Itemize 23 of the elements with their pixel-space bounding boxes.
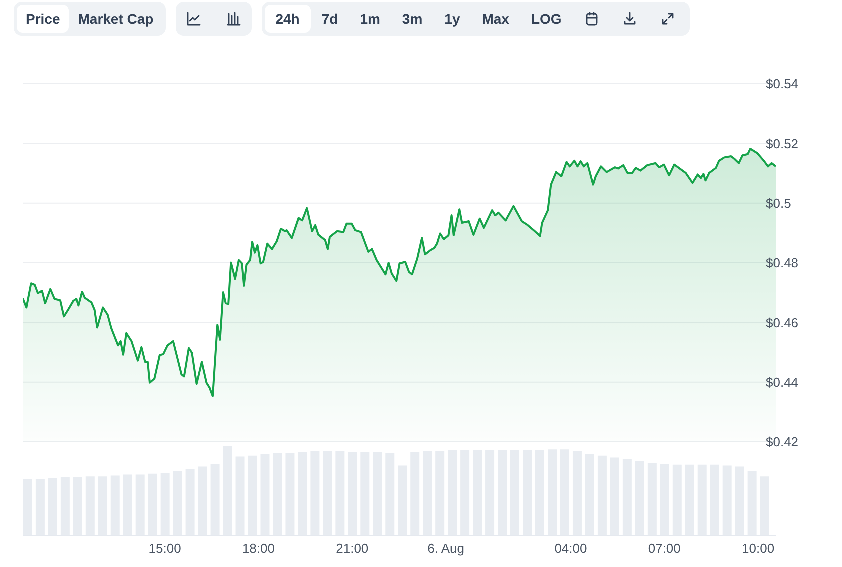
- text: 1m: [359, 10, 382, 29]
- x-tick-label: 6. Aug: [428, 541, 465, 556]
- text: 24h: [264, 5, 311, 33]
- y-tick-label: $0.42: [766, 434, 799, 450]
- y-tick-label: $0.46: [766, 315, 799, 330]
- text: 7d: [320, 10, 340, 29]
- x-tick-label: 18:00: [242, 541, 276, 556]
- text: 3m: [401, 10, 424, 29]
- text: Market Cap: [77, 10, 155, 29]
- y-tick-label: $0.48: [766, 256, 799, 271]
- y-tick-label: $0.54: [766, 76, 799, 92]
- x-tick-label: 07:00: [648, 541, 681, 556]
- text: Price: [17, 5, 70, 33]
- y-tick-label: $0.52: [766, 136, 799, 152]
- text: LOG: [530, 10, 563, 29]
- x-tick-label: 10:00: [742, 541, 775, 556]
- x-tick-label: 15:00: [148, 541, 182, 556]
- x-tick-label: 04:00: [554, 541, 588, 556]
- x-tick-label: 21:00: [336, 541, 369, 556]
- y-tick-label: $0.5: [766, 196, 792, 211]
- text: 1y: [444, 10, 462, 29]
- text: Max: [481, 10, 510, 29]
- y-tick-label: $0.44: [766, 374, 799, 390]
